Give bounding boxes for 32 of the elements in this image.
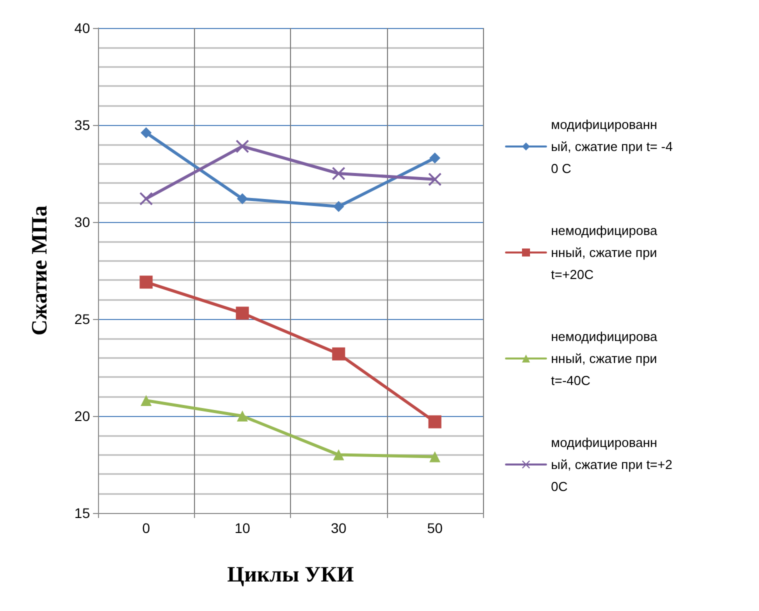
x-tick-label: 0 [142,520,150,536]
point [333,200,344,212]
point [429,152,440,164]
y-tick-label: 40 [74,20,90,36]
y-tick-label: 30 [74,214,90,230]
x-tick-label: 10 [234,520,250,536]
legend-label: модифицированный, сжатие при t= -40 C [551,117,673,176]
y-tick-label: 20 [74,408,90,424]
x-tick-label: 30 [330,520,347,536]
point [140,192,153,206]
point [140,276,153,289]
y-tick-label: 25 [74,311,90,327]
y-tick-label: 35 [74,117,90,133]
point [429,451,440,462]
point [140,127,152,138]
legend-label: немодифицированный, сжатие при t=-40C [551,329,661,388]
point [236,410,248,422]
legend-label: модифицированный, сжатие при t=+20C [551,435,672,494]
x-tick-label: 50 [427,520,443,536]
point [428,172,442,186]
legend-label: немодифицированный, сжатие при t=+20C [551,223,661,282]
y-tick-label: 15 [74,505,90,521]
point [236,140,249,153]
x-axis-title: Циклы УКИ [227,562,354,586]
point [140,394,152,406]
point [333,449,344,460]
point [332,347,346,360]
point [236,306,249,320]
point [236,193,248,204]
y-axis-title: Сжатие МПа [26,206,52,336]
point [332,167,346,180]
point [428,415,442,428]
